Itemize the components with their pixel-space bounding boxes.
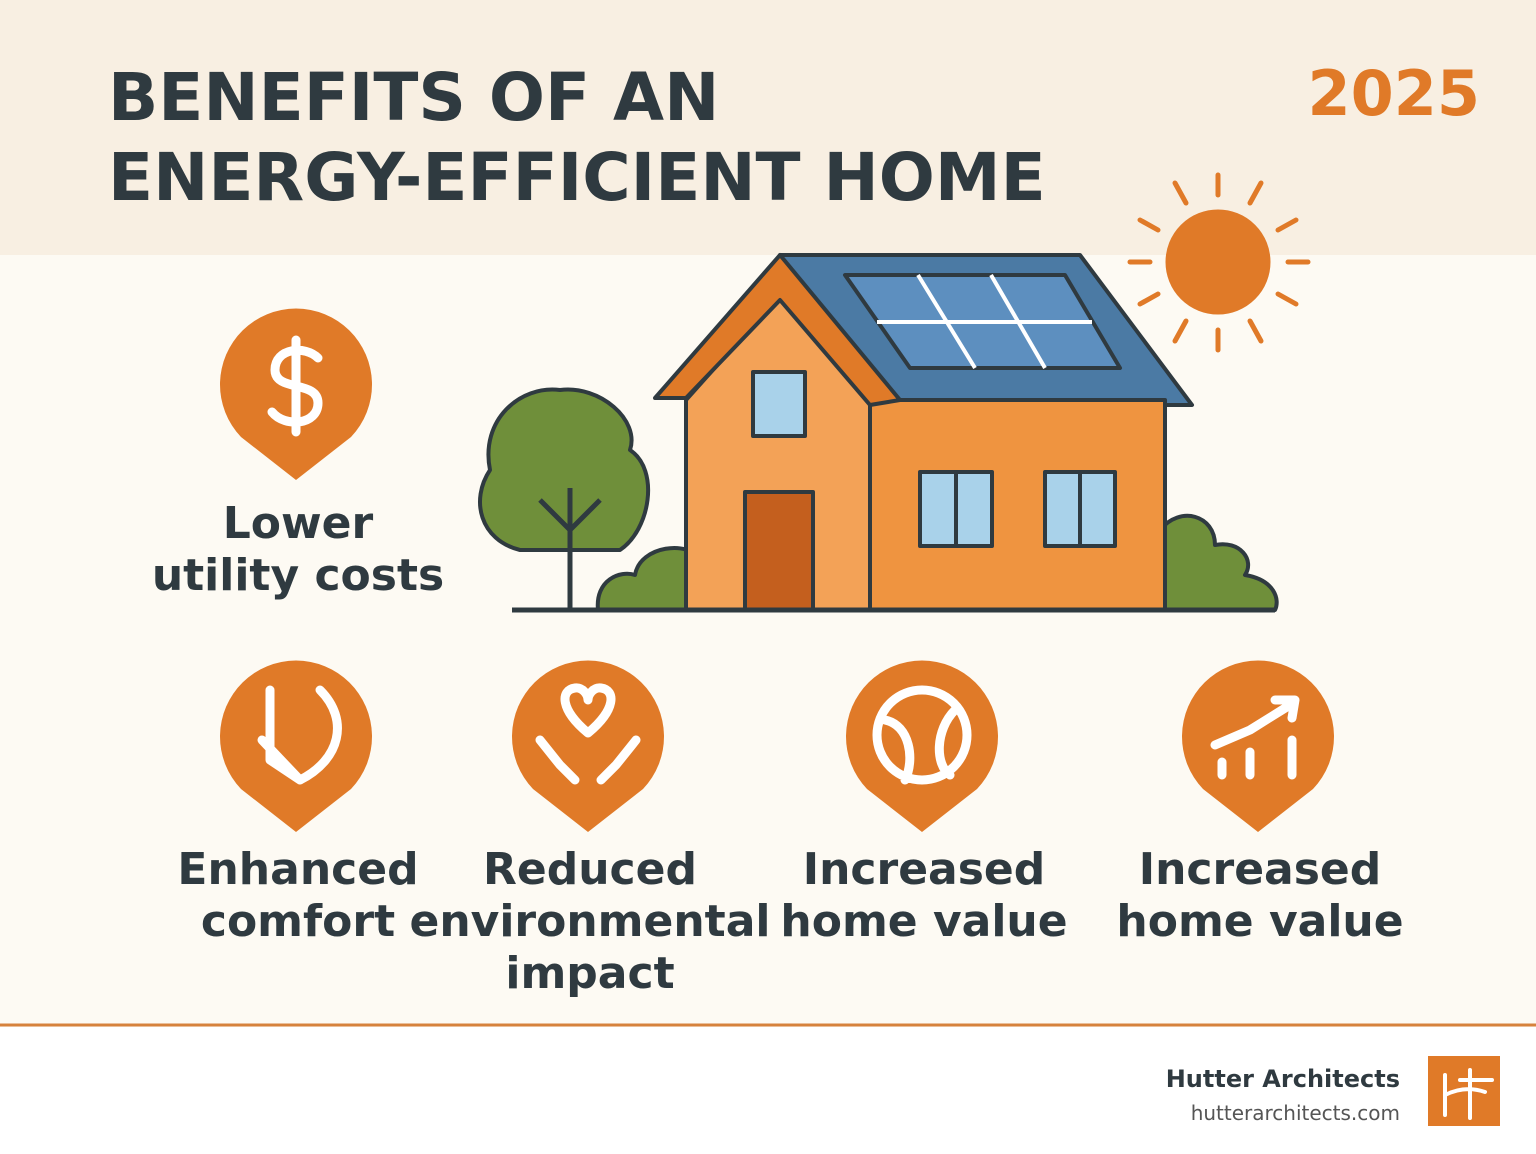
benefit-label: Increased: [1139, 844, 1382, 895]
benefit-label: Enhanced: [177, 844, 418, 895]
website: hutterarchitects.com: [1191, 1101, 1400, 1125]
benefit-label: comfort: [201, 896, 395, 947]
benefit-label: home value: [780, 896, 1067, 947]
icon-glyph: [267, 335, 323, 437]
benefit-label: utility costs: [152, 550, 444, 601]
logo: [1428, 1056, 1500, 1126]
icon-glyph: [257, 685, 342, 785]
benefit-label: Lower: [223, 498, 374, 549]
benefit-label: Reduced: [483, 844, 697, 895]
header-band: [0, 0, 1536, 255]
icon-glyph: [535, 683, 641, 785]
title-line: ENERGY-EFFICIENT HOME: [108, 139, 1046, 216]
title-line: BENEFITS OF AN: [108, 59, 719, 136]
icon-glyph: [872, 685, 972, 785]
benefit-label: impact: [505, 948, 674, 999]
benefit-label: Increased: [803, 844, 1046, 895]
icon-glyph: [1210, 695, 1300, 780]
pin-icon: [512, 660, 665, 832]
year: 2025: [1307, 57, 1480, 130]
benefit-label: home value: [1116, 896, 1403, 947]
footer-band: [0, 1027, 1536, 1154]
sun: [1127, 172, 1311, 353]
house-illustration: [478, 253, 1279, 613]
company-name: Hutter Architects: [1166, 1065, 1400, 1093]
benefit-label: environmental: [409, 896, 770, 947]
